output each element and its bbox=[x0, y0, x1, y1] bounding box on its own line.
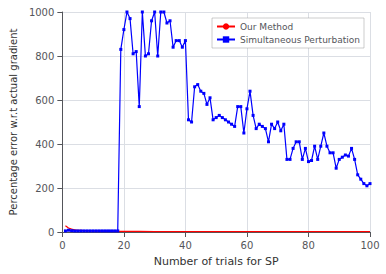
svg-text:200: 200 bbox=[35, 183, 54, 194]
svg-text:100: 100 bbox=[360, 240, 379, 251]
svg-text:20: 20 bbox=[118, 240, 131, 251]
svg-text:Number of trials for SP: Number of trials for SP bbox=[154, 255, 279, 268]
svg-text:Percentage error w.r.t actual: Percentage error w.r.t actual gradient bbox=[8, 29, 19, 216]
svg-text:800: 800 bbox=[35, 51, 54, 62]
svg-text:40: 40 bbox=[179, 240, 192, 251]
svg-text:400: 400 bbox=[35, 139, 54, 150]
svg-text:1000: 1000 bbox=[29, 7, 54, 18]
svg-text:0: 0 bbox=[48, 227, 54, 238]
svg-text:600: 600 bbox=[35, 95, 54, 106]
svg-text:80: 80 bbox=[302, 240, 315, 251]
svg-text:60: 60 bbox=[241, 240, 254, 251]
svg-text:Simultaneous Perturbation: Simultaneous Perturbation bbox=[240, 35, 360, 45]
svg-text:Our Method: Our Method bbox=[240, 22, 293, 32]
svg-text:0: 0 bbox=[59, 240, 65, 251]
